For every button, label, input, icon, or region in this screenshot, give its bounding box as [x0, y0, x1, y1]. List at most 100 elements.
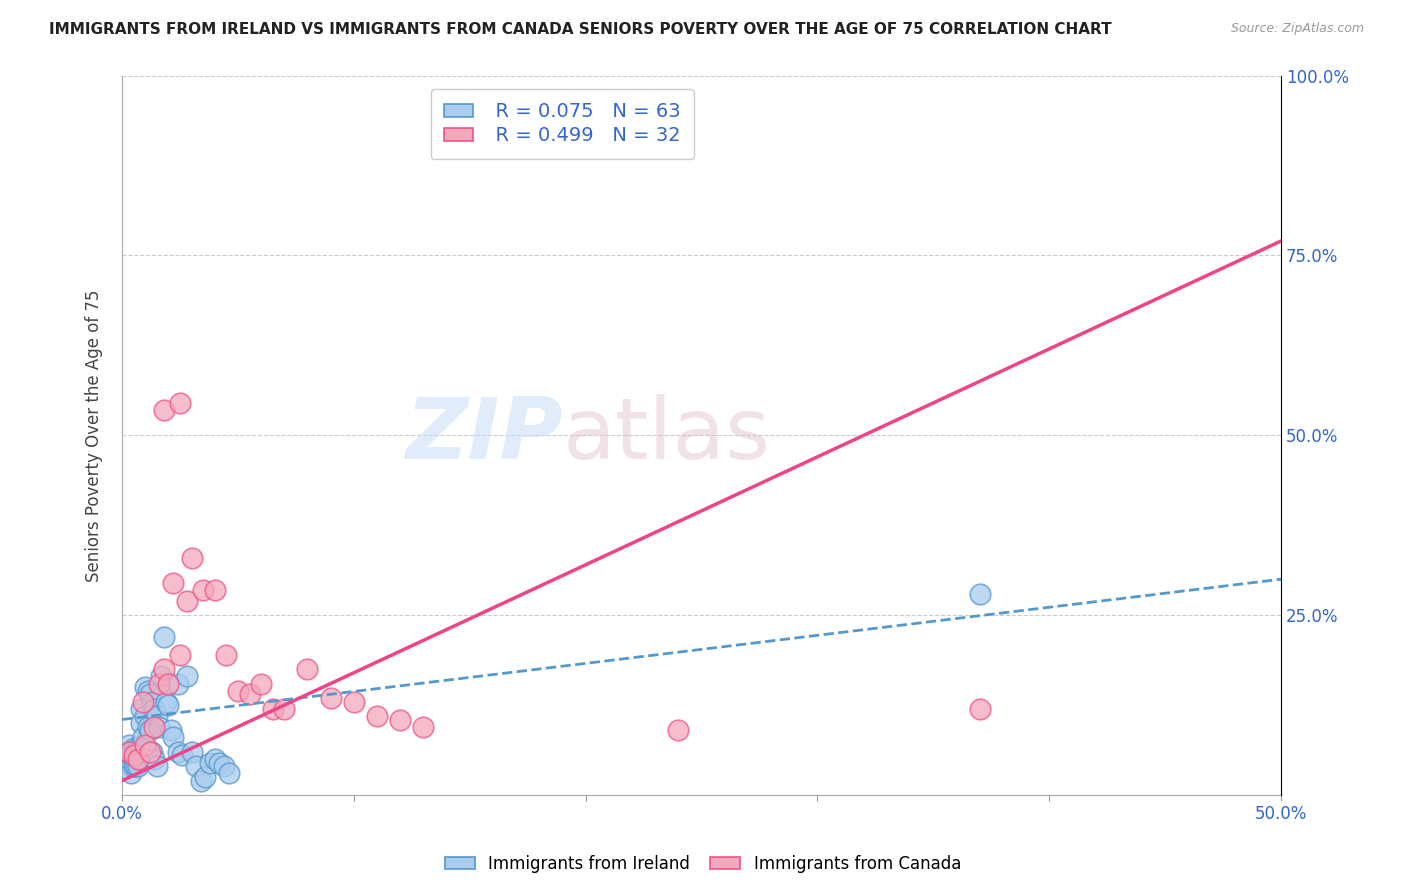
Point: [136, 683, 159, 698]
Point: [132, 731, 155, 745]
Point: [125, 745, 148, 759]
Point: [134, 738, 156, 752]
Point: [141, 745, 163, 759]
Point: [146, 759, 169, 773]
Point: [129, 702, 152, 716]
Point: [162, 731, 184, 745]
Point: [141, 694, 163, 708]
Point: [118, 738, 141, 752]
Point: [194, 770, 217, 784]
Point: [143, 720, 166, 734]
Point: [143, 752, 166, 766]
Point: [176, 669, 198, 683]
Point: [152, 662, 174, 676]
Point: [127, 759, 149, 773]
Point: [132, 745, 155, 759]
Point: [122, 748, 145, 763]
Point: [122, 756, 145, 770]
Point: [127, 752, 149, 766]
Point: [148, 676, 170, 690]
Point: [166, 676, 188, 690]
Point: [146, 709, 169, 723]
Text: Source: ZipAtlas.com: Source: ZipAtlas.com: [1230, 22, 1364, 36]
Point: [152, 630, 174, 644]
Point: [136, 720, 159, 734]
Point: [273, 702, 295, 716]
Point: [176, 594, 198, 608]
Point: [169, 648, 191, 662]
Point: [122, 759, 145, 773]
Point: [208, 756, 231, 770]
Point: [115, 745, 138, 759]
Point: [969, 586, 991, 600]
Point: [139, 723, 162, 738]
Point: [666, 723, 689, 738]
Point: [262, 702, 284, 716]
Point: [155, 694, 177, 708]
Point: [139, 687, 162, 701]
Point: [122, 748, 145, 763]
Point: [193, 582, 215, 597]
Point: [159, 723, 181, 738]
Point: [120, 766, 142, 780]
Point: [118, 745, 141, 759]
Point: [389, 713, 412, 727]
Point: [132, 694, 155, 708]
Text: ZIP: ZIP: [405, 393, 562, 477]
Point: [366, 709, 388, 723]
Point: [127, 748, 149, 763]
Legend: Immigrants from Ireland, Immigrants from Canada: Immigrants from Ireland, Immigrants from…: [439, 848, 967, 880]
Point: [112, 752, 135, 766]
Point: [212, 759, 235, 773]
Point: [127, 752, 149, 766]
Y-axis label: Seniors Poverty Over the Age of 75: Seniors Poverty Over the Age of 75: [86, 289, 103, 582]
Point: [250, 676, 273, 690]
Point: [134, 741, 156, 756]
Point: [122, 741, 145, 756]
Point: [172, 748, 194, 763]
Legend:   R = 0.075   N = 63,   R = 0.499   N = 32: R = 0.075 N = 63, R = 0.499 N = 32: [430, 89, 695, 159]
Point: [150, 669, 173, 683]
Point: [125, 759, 148, 773]
Text: atlas: atlas: [562, 393, 770, 477]
Point: [148, 720, 170, 734]
Point: [120, 745, 142, 759]
Point: [186, 759, 208, 773]
Point: [343, 694, 366, 708]
Point: [238, 687, 260, 701]
Point: [969, 702, 991, 716]
Point: [157, 698, 180, 712]
Point: [215, 648, 238, 662]
Point: [180, 550, 202, 565]
Point: [122, 752, 145, 766]
Point: [129, 738, 152, 752]
Point: [180, 745, 202, 759]
Point: [139, 745, 162, 759]
Point: [118, 752, 141, 766]
Point: [120, 759, 142, 773]
Point: [125, 752, 148, 766]
Point: [190, 773, 212, 788]
Point: [152, 403, 174, 417]
Point: [118, 745, 141, 759]
Point: [204, 582, 226, 597]
Point: [319, 690, 342, 705]
Point: [166, 745, 188, 759]
Point: [143, 702, 166, 716]
Point: [129, 716, 152, 731]
Point: [129, 752, 152, 766]
Point: [115, 756, 138, 770]
Point: [162, 575, 184, 590]
Point: [134, 680, 156, 694]
Point: [204, 752, 226, 766]
Point: [412, 720, 434, 734]
Point: [134, 709, 156, 723]
Point: [118, 748, 141, 763]
Point: [120, 748, 142, 763]
Text: IMMIGRANTS FROM IRELAND VS IMMIGRANTS FROM CANADA SENIORS POVERTY OVER THE AGE O: IMMIGRANTS FROM IRELAND VS IMMIGRANTS FR…: [49, 22, 1112, 37]
Point: [157, 676, 180, 690]
Point: [198, 756, 221, 770]
Point: [127, 741, 149, 756]
Point: [226, 683, 249, 698]
Point: [169, 396, 191, 410]
